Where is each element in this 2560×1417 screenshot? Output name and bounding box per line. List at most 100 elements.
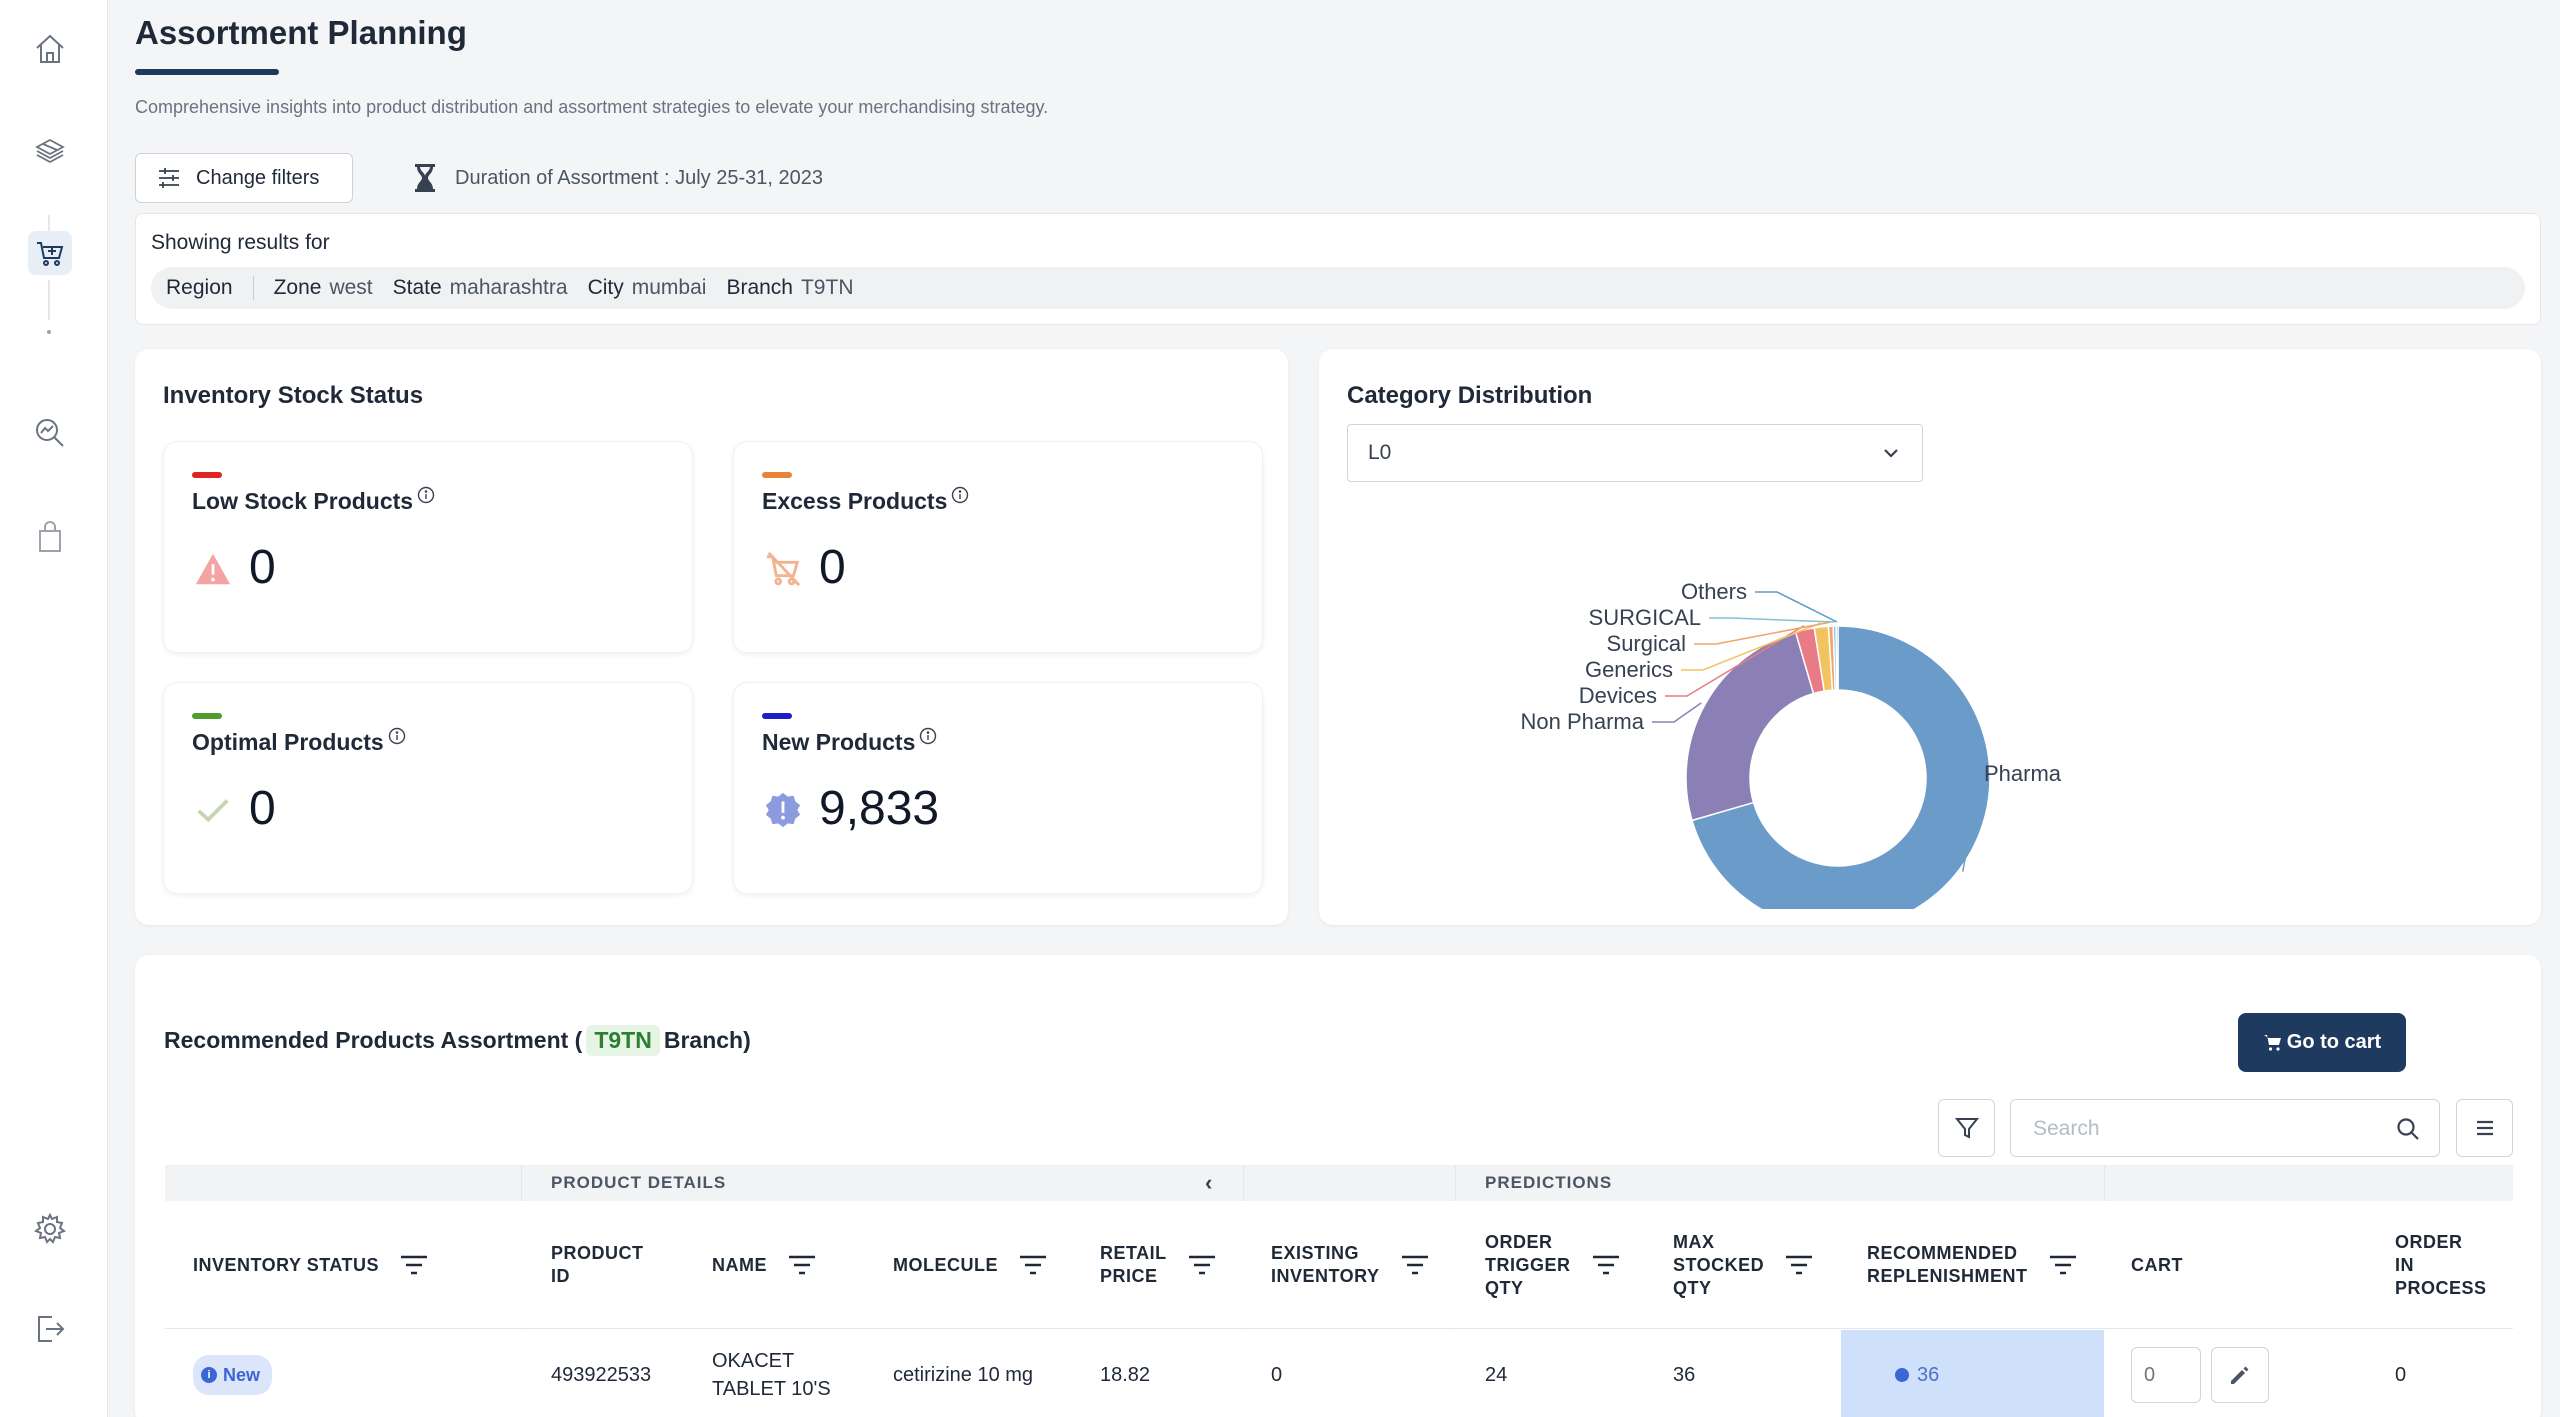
low-stock-label-row: Low Stock Products: [192, 486, 435, 515]
nav-cart[interactable]: [28, 231, 72, 275]
cell-inventory-status: i New: [193, 1330, 273, 1417]
chip-state-value: maharashtra: [449, 276, 568, 299]
sort-icon[interactable]: [1591, 1254, 1621, 1276]
new-products-card[interactable]: New Products 9,833: [733, 682, 1263, 894]
excess-label: Excess Products: [762, 488, 948, 514]
sliders-icon: [159, 168, 179, 188]
chip-branch-key: Branch: [726, 276, 793, 299]
chip-region-key: Region: [166, 276, 233, 299]
donut-leader-line: [1665, 625, 1805, 697]
menu-button[interactable]: [2456, 1099, 2513, 1157]
sort-icon[interactable]: [1784, 1254, 1814, 1276]
header-retail-price[interactable]: RETAIL PRICE: [1100, 1201, 1217, 1329]
donut-label: Pharma: [1984, 761, 2062, 786]
header-product-id-label: PRODUCT ID: [551, 1243, 644, 1286]
chip-zone-value: west: [329, 276, 373, 299]
inventory-stock-card: Inventory Stock Status Low Stock Product…: [135, 349, 1288, 925]
header-order-trigger-qty-label: ORDER TRIGGER QTY: [1485, 1231, 1571, 1298]
search-input[interactable]: [2033, 1114, 2393, 1144]
header-cart-label: CART: [2131, 1254, 2183, 1275]
status-badge: i New: [193, 1355, 273, 1395]
header-name-label: NAME: [712, 1254, 767, 1275]
sort-icon[interactable]: [399, 1254, 429, 1276]
header-retail-price-label: RETAIL PRICE: [1100, 1243, 1167, 1286]
donut-label: Devices: [1579, 683, 1657, 708]
optimal-products-card[interactable]: Optimal Products 0: [163, 682, 693, 894]
category-donut-chart: Pharma Non PharmaDevicesGenericsSurgicalS…: [1520, 579, 2062, 909]
sort-icon[interactable]: [1018, 1254, 1048, 1276]
cart-off-icon: [762, 548, 804, 590]
recommended-title: Recommended Products Assortment ( T9TN B…: [164, 1025, 751, 1056]
analytics-search-icon: [36, 419, 64, 447]
donut-slice-pharma[interactable]: [1691, 625, 1991, 909]
donut-leader-line: [1709, 617, 1835, 623]
header-order-in-process-label: ORDER IN PROCESS: [2395, 1231, 2487, 1298]
header-inventory-status[interactable]: INVENTORY STATUS: [193, 1201, 429, 1329]
search-icon[interactable]: [2395, 1116, 2421, 1142]
header-max-stocked-qty[interactable]: MAX STOCKED QTY: [1673, 1201, 1814, 1329]
low-stock-card[interactable]: Low Stock Products 0: [163, 441, 693, 653]
donut-label: Non Pharma: [1520, 709, 1644, 734]
sort-icon[interactable]: [2048, 1254, 2078, 1276]
nav-analytics[interactable]: [28, 411, 72, 455]
sort-icon[interactable]: [787, 1254, 817, 1276]
header-molecule[interactable]: MOLECULE: [893, 1201, 1048, 1329]
cart-qty-input[interactable]: [2131, 1347, 2201, 1403]
header-order-trigger-qty[interactable]: ORDER TRIGGER QTY: [1485, 1201, 1621, 1329]
filter-button[interactable]: [1938, 1099, 1995, 1157]
cell-cart: [2131, 1330, 2269, 1417]
products-table: PRODUCT DETAILS ‹ PREDICTIONS INVENTORY …: [165, 1165, 2513, 1417]
header-existing-inventory[interactable]: EXISTING INVENTORY: [1271, 1201, 1430, 1329]
chip-zone-key: Zone: [273, 276, 322, 299]
nav-bag[interactable]: [28, 515, 72, 559]
go-to-cart-button[interactable]: Go to cart: [2238, 1013, 2406, 1072]
duration-info: Duration of Assortment : July 25-31, 202…: [413, 163, 823, 193]
change-filters-button[interactable]: Change filters: [135, 153, 353, 203]
header-cart[interactable]: CART: [2131, 1201, 2183, 1329]
home-icon: [36, 34, 64, 63]
funnel-icon: [1954, 1118, 1979, 1139]
table-row[interactable]: i New 493922533 OKACET TABLET 10'S cetir…: [165, 1330, 2513, 1417]
header-recommended-replenishment[interactable]: RECOMMENDED REPLENISHMENT: [1867, 1201, 2078, 1329]
excess-products-card[interactable]: Excess Products 0: [733, 441, 1263, 653]
edit-button[interactable]: [2211, 1347, 2269, 1403]
logout-icon: [38, 1316, 65, 1342]
header-order-in-process[interactable]: ORDER IN PROCESS: [2395, 1201, 2487, 1329]
chip-state-key: State: [392, 276, 442, 299]
sort-icon[interactable]: [1187, 1254, 1217, 1276]
info-dot-icon: [1895, 1368, 1909, 1382]
donut-leader-line: [1652, 702, 1702, 723]
donut-label: Others: [1681, 579, 1747, 604]
cell-recommended-replenishment: 36: [1895, 1330, 1939, 1417]
info-icon[interactable]: [388, 727, 406, 745]
category-level-select[interactable]: L0: [1347, 424, 1923, 482]
table-search[interactable]: [2010, 1099, 2440, 1157]
title-underline: [135, 69, 279, 75]
chip-city-value: mumbai: [631, 276, 707, 299]
info-icon[interactable]: [951, 486, 969, 504]
optimal-indicator: [192, 713, 222, 719]
nav-home[interactable]: [28, 27, 72, 71]
low-stock-value: 0: [249, 541, 276, 594]
page-description: Comprehensive insights into product dist…: [135, 97, 1049, 117]
sort-icon[interactable]: [1400, 1254, 1430, 1276]
excess-value: 0: [819, 541, 846, 594]
header-product-id[interactable]: PRODUCT ID: [551, 1201, 644, 1329]
warning-icon: [192, 548, 234, 590]
info-icon[interactable]: [919, 727, 937, 745]
recommended-replenishment-value: 36: [1917, 1364, 1940, 1386]
donut-leader-line: [1962, 773, 1982, 872]
header-name[interactable]: NAME: [712, 1201, 817, 1329]
info-icon[interactable]: [417, 486, 435, 504]
nav-settings[interactable]: [28, 1207, 72, 1251]
header-molecule-label: MOLECULE: [893, 1254, 998, 1275]
new-products-value: 9,833: [819, 782, 940, 835]
nav-layers[interactable]: [28, 128, 72, 172]
donut-slice-non-pharma[interactable]: [1685, 631, 1815, 822]
donut-leader-line: [1755, 591, 1838, 623]
hourglass-icon: [415, 164, 435, 192]
collapse-group-icon[interactable]: ‹: [1205, 1170, 1214, 1195]
donut-slice-others[interactable]: [1835, 625, 1839, 691]
nav-logout[interactable]: [28, 1307, 72, 1351]
new-indicator: [762, 713, 792, 719]
